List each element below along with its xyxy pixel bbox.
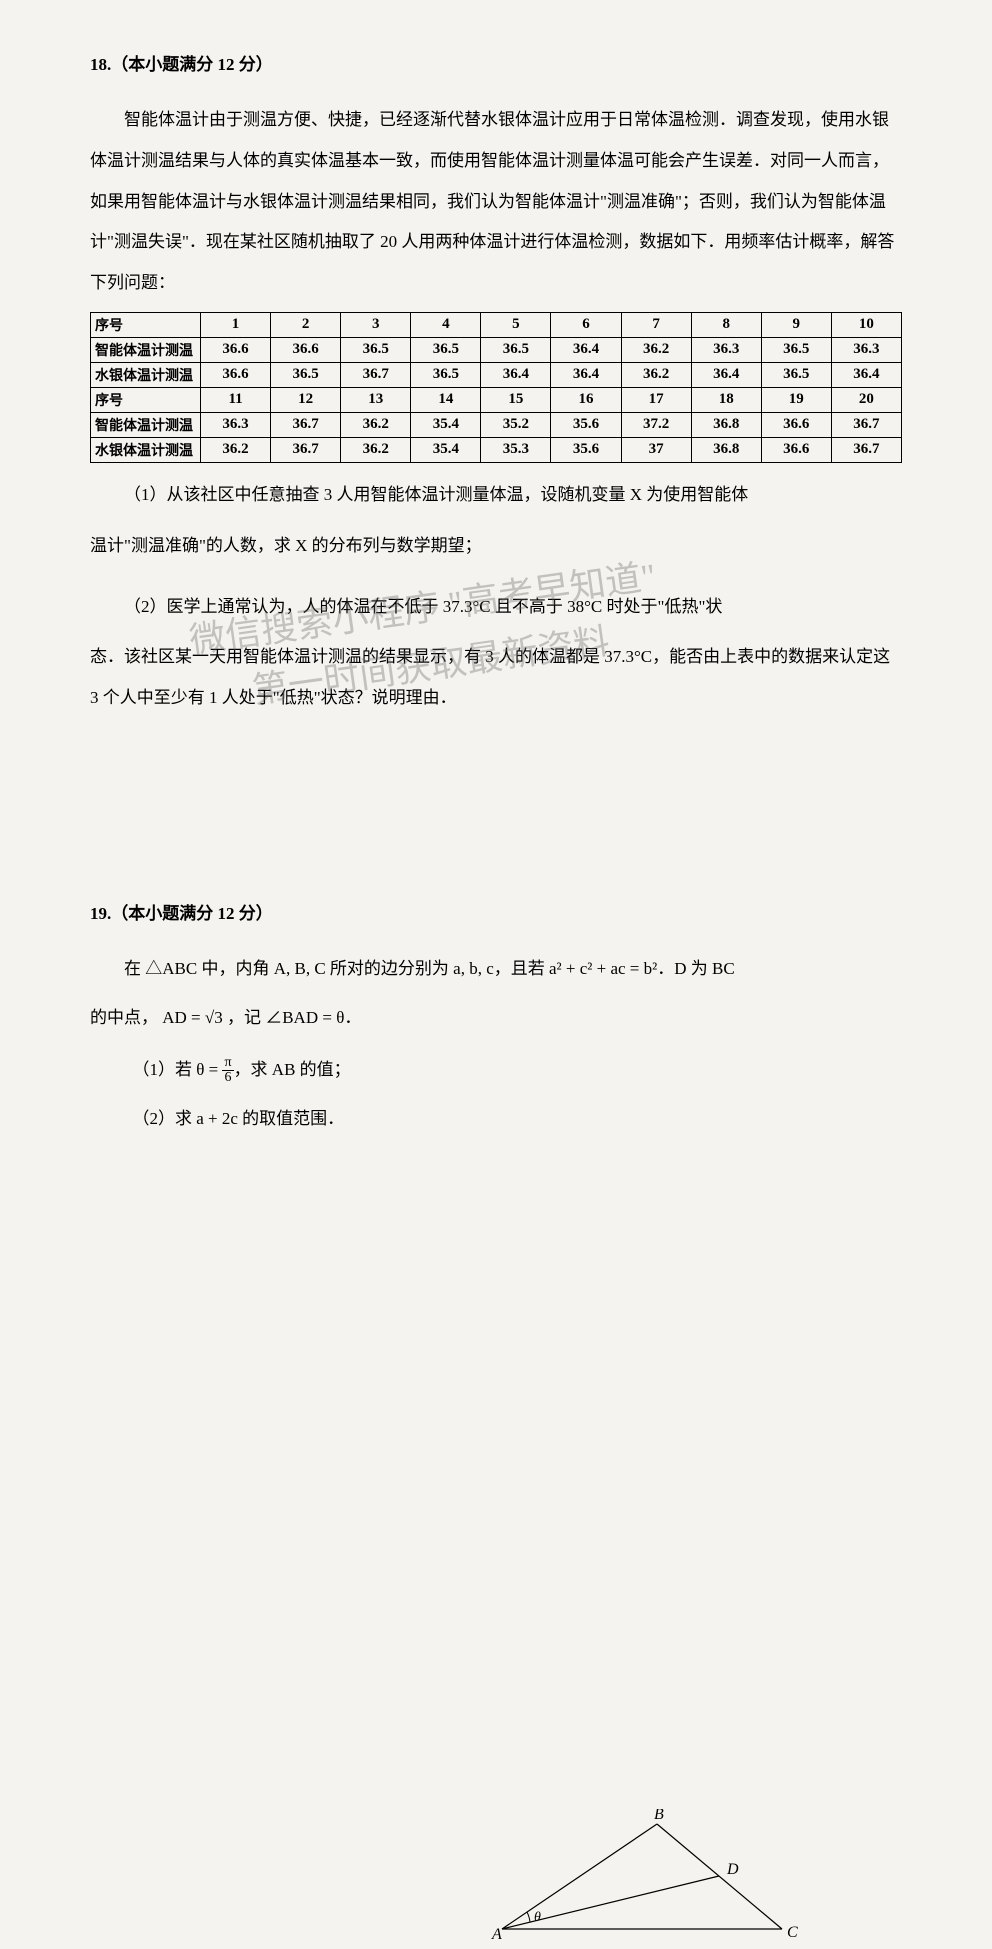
data-table: 序号12345678910智能体温计测温36.636.636.536.536.5…: [90, 312, 902, 463]
edge-ab: [502, 1824, 657, 1929]
fraction-pi-6: π6: [222, 1056, 233, 1085]
table-cell: 35.3: [481, 437, 551, 462]
table-cell: 36.6: [271, 337, 341, 362]
edge-bc: [657, 1824, 782, 1929]
q19-sub1-prefix: （1）若 θ =: [133, 1060, 223, 1079]
q19-sub2: （2）求 a + 2c 的取值范围．: [133, 1100, 903, 1137]
table-cell: 15: [481, 387, 551, 412]
table-cell: 35.4: [411, 412, 481, 437]
table-cell: 36.8: [691, 412, 761, 437]
table-cell: 10: [831, 312, 901, 337]
table-cell: 5: [481, 312, 551, 337]
q18-sub1-a: （1）从该社区中任意抽查 3 人用智能体温计测量体温，设随机变量 X 为使用智能…: [124, 475, 902, 516]
table-cell: 35.6: [551, 412, 621, 437]
q18-para1: 智能体温计由于测温方便、快捷，已经逐渐代替水银体温计应用于日常体温检测．调查发现…: [90, 100, 902, 304]
table-cell: 18: [691, 387, 761, 412]
table-cell: 36.7: [831, 437, 901, 462]
table-cell: 36.5: [341, 337, 411, 362]
table-cell: 2: [271, 312, 341, 337]
frac-num: π: [222, 1056, 233, 1071]
table-cell: 17: [621, 387, 691, 412]
table-cell: 6: [551, 312, 621, 337]
q18-header: 18.（本小题满分 12 分）: [90, 50, 902, 75]
table-cell: 13: [341, 387, 411, 412]
table-cell: 19: [761, 387, 831, 412]
q19-para1b: 的中点， AD = √3 ，记 ∠BAD = θ．: [90, 998, 902, 1039]
table-cell: 37.2: [621, 412, 691, 437]
table-cell: 36.2: [201, 437, 271, 462]
table-cell: 35.6: [551, 437, 621, 462]
table-cell: 12: [271, 387, 341, 412]
label-b: B: [654, 1809, 664, 1823]
table-cell: 1: [201, 312, 271, 337]
table-cell: 36.7: [831, 412, 901, 437]
table-cell: 36.6: [201, 337, 271, 362]
frac-den: 6: [222, 1071, 233, 1085]
table-cell: 36.6: [761, 437, 831, 462]
table-cell: 水银体温计测温: [91, 437, 201, 462]
q18-sub1-b: 温计"测温准确"的人数，求 X 的分布列与数学期望；: [90, 526, 902, 567]
triangle-diagram: A B C D θ: [482, 1809, 802, 1949]
label-a: A: [491, 1926, 502, 1943]
q18-sub2-b: 态．该社区某一天用智能体温计测温的结果显示，有 3 人的体温都是 37.3°C，…: [90, 637, 902, 719]
label-c: C: [787, 1924, 798, 1941]
table-cell: 36.5: [411, 362, 481, 387]
table-cell: 35.4: [411, 437, 481, 462]
table-cell: 36.2: [341, 412, 411, 437]
q19-sub1: （1）若 θ = π6，求 AB 的值；: [133, 1051, 903, 1088]
table-cell: 36.8: [691, 437, 761, 462]
table-cell: 36.5: [411, 337, 481, 362]
table-cell: 36.3: [201, 412, 271, 437]
table-cell: 36.7: [271, 437, 341, 462]
table-cell: 36.5: [761, 362, 831, 387]
table-cell: 智能体温计测温: [91, 412, 201, 437]
table-cell: 序号: [91, 312, 201, 337]
table-cell: 36.2: [621, 337, 691, 362]
table-cell: 36.3: [691, 337, 761, 362]
table-cell: 36.3: [831, 337, 901, 362]
table-cell: 14: [411, 387, 481, 412]
q19-para1a: 在 △ABC 中，内角 A, B, C 所对的边分别为 a, b, c，且若 a…: [90, 949, 902, 990]
table-cell: 36.7: [341, 362, 411, 387]
table-cell: 11: [201, 387, 271, 412]
table-cell: 20: [831, 387, 901, 412]
table-cell: 4: [411, 312, 481, 337]
table-cell: 8: [691, 312, 761, 337]
table-cell: 36.6: [201, 362, 271, 387]
table-cell: 36.2: [621, 362, 691, 387]
q19-header: 19.（本小题满分 12 分）: [90, 899, 902, 924]
table-cell: 36.4: [551, 337, 621, 362]
table-cell: 36.4: [551, 362, 621, 387]
table-cell: 7: [621, 312, 691, 337]
table-cell: 36.6: [761, 412, 831, 437]
label-theta: θ: [534, 1910, 541, 1925]
table-cell: 37: [621, 437, 691, 462]
table-cell: 36.4: [481, 362, 551, 387]
table-cell: 36.7: [271, 412, 341, 437]
q18-sub2-a: （2）医学上通常认为，人的体温在不低于 37.3°C 且不高于 38°C 时处于…: [124, 587, 902, 628]
table-cell: 16: [551, 387, 621, 412]
table-cell: 9: [761, 312, 831, 337]
q19-sub1-suffix: ，求 AB 的值；: [234, 1060, 351, 1079]
table-cell: 序号: [91, 387, 201, 412]
table-cell: 水银体温计测温: [91, 362, 201, 387]
angle-arc: [527, 1912, 530, 1922]
table-cell: 35.2: [481, 412, 551, 437]
table-cell: 36.5: [271, 362, 341, 387]
table-cell: 36.5: [481, 337, 551, 362]
table-cell: 3: [341, 312, 411, 337]
table-cell: 智能体温计测温: [91, 337, 201, 362]
table-cell: 36.4: [831, 362, 901, 387]
label-d: D: [726, 1861, 739, 1878]
table-cell: 36.4: [691, 362, 761, 387]
table-cell: 36.2: [341, 437, 411, 462]
table-cell: 36.5: [761, 337, 831, 362]
